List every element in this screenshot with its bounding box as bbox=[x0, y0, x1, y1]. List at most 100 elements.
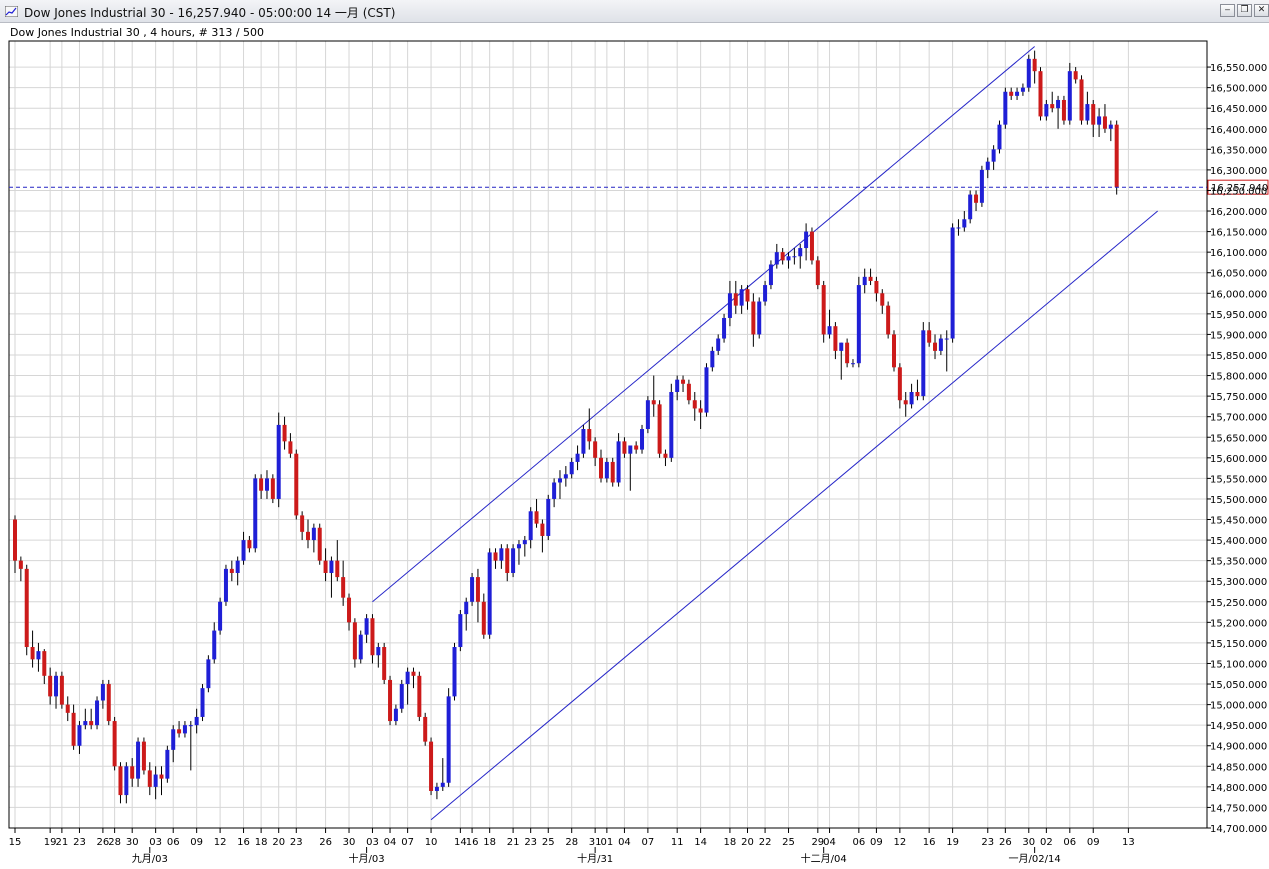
y-tick-label: 16,550.000 bbox=[1210, 63, 1267, 74]
candle-body bbox=[903, 400, 908, 405]
candle bbox=[675, 375, 680, 401]
candle-body bbox=[522, 540, 527, 545]
candle-body bbox=[1114, 124, 1119, 188]
candle bbox=[634, 441, 639, 454]
candle-body bbox=[1032, 58, 1037, 72]
candle bbox=[112, 716, 117, 771]
candle-body bbox=[458, 614, 463, 648]
y-tick-label: 16,400.000 bbox=[1210, 125, 1267, 136]
candle-body bbox=[1073, 71, 1078, 80]
candle-body bbox=[48, 675, 53, 697]
candle bbox=[358, 630, 363, 664]
candle bbox=[804, 223, 809, 261]
candle-body bbox=[388, 679, 393, 722]
candle-body bbox=[763, 285, 768, 302]
y-tick-label: 15,700.000 bbox=[1210, 413, 1267, 424]
plot-area-frame bbox=[8, 40, 1208, 829]
candle-body bbox=[540, 523, 545, 536]
candle bbox=[48, 667, 53, 705]
candle-body bbox=[499, 548, 504, 561]
candle-body bbox=[1061, 99, 1066, 121]
minimize-button[interactable]: ‒ bbox=[1220, 4, 1235, 17]
x-tick-label: 12 bbox=[893, 837, 906, 848]
candle bbox=[341, 560, 346, 606]
candle bbox=[317, 523, 322, 565]
candle-body bbox=[376, 647, 381, 656]
x-tick-label: 23 bbox=[290, 837, 303, 848]
candle-body bbox=[165, 749, 170, 779]
x-tick-label: 20 bbox=[272, 837, 285, 848]
candle-body bbox=[651, 400, 656, 405]
candle-body bbox=[634, 445, 639, 450]
candle bbox=[288, 433, 293, 458]
candle bbox=[997, 120, 1002, 154]
x-tick-label: 07 bbox=[642, 837, 655, 848]
candle bbox=[610, 457, 615, 487]
x-tick-label: 18 bbox=[255, 837, 268, 848]
candle-body bbox=[182, 725, 187, 734]
candle-body bbox=[1038, 71, 1043, 117]
candle-body bbox=[429, 741, 434, 791]
candle bbox=[247, 535, 252, 553]
x-tick-label: 01 bbox=[600, 837, 613, 848]
restore-button[interactable]: ❐ bbox=[1237, 4, 1252, 17]
candle bbox=[194, 708, 199, 734]
candle bbox=[522, 535, 527, 557]
candle bbox=[429, 737, 434, 796]
candle bbox=[440, 758, 445, 791]
candle-body bbox=[106, 684, 111, 722]
candle bbox=[552, 478, 557, 508]
candle-body bbox=[382, 647, 387, 680]
candle-body bbox=[1050, 104, 1055, 109]
y-tick-label: 15,200.000 bbox=[1210, 618, 1267, 629]
candle bbox=[985, 157, 990, 179]
window-titlebar: Dow Jones Industrial 30 - 16,257.940 - 0… bbox=[0, 0, 1269, 23]
candle bbox=[253, 474, 258, 553]
candle bbox=[534, 498, 539, 528]
candle-body bbox=[546, 498, 551, 536]
candle-body bbox=[13, 519, 17, 561]
candle bbox=[89, 708, 94, 730]
y-tick-label: 15,150.000 bbox=[1210, 639, 1267, 650]
candle-body bbox=[264, 478, 269, 491]
candle bbox=[622, 437, 627, 458]
candle-body bbox=[1026, 58, 1031, 88]
candle-body bbox=[915, 392, 920, 397]
y-tick-label: 16,250.000 bbox=[1210, 186, 1267, 197]
channel-line-upper bbox=[372, 46, 1035, 603]
candle-body bbox=[399, 684, 404, 709]
candle-body bbox=[417, 675, 422, 717]
candle bbox=[311, 523, 316, 553]
candle-body bbox=[153, 774, 158, 787]
candle bbox=[757, 297, 762, 339]
candle-body bbox=[18, 560, 23, 569]
candle-body bbox=[534, 511, 539, 524]
candle-body bbox=[1067, 71, 1072, 121]
candle bbox=[593, 437, 598, 467]
y-tick-label: 16,050.000 bbox=[1210, 269, 1267, 280]
candle bbox=[458, 610, 463, 652]
candle bbox=[950, 223, 955, 343]
candle-body bbox=[722, 317, 727, 339]
y-tick-label: 16,000.000 bbox=[1210, 289, 1267, 300]
y-tick-label: 15,900.000 bbox=[1210, 330, 1267, 341]
candle bbox=[944, 330, 949, 372]
y-tick-label: 15,650.000 bbox=[1210, 433, 1267, 444]
x-tick-label: 28 bbox=[108, 837, 121, 848]
x-tick-label: 26 bbox=[999, 837, 1012, 848]
candle bbox=[569, 457, 574, 479]
x-tick-label: 26 bbox=[319, 837, 332, 848]
candle-body bbox=[599, 457, 603, 479]
candle bbox=[499, 544, 504, 569]
candle-body bbox=[59, 675, 64, 705]
candle bbox=[681, 375, 686, 393]
candle bbox=[892, 330, 896, 372]
candle-body bbox=[657, 404, 662, 454]
candle bbox=[710, 346, 715, 372]
candle-body bbox=[487, 552, 492, 635]
candle bbox=[188, 721, 193, 771]
candle bbox=[833, 322, 838, 360]
candle bbox=[768, 260, 773, 290]
candle-body bbox=[909, 392, 914, 405]
